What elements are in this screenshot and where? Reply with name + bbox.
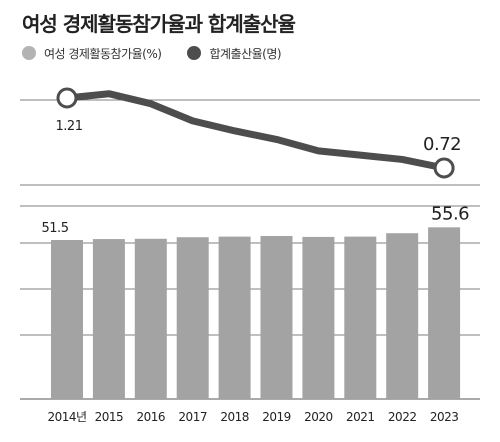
bar-participation (134, 238, 167, 399)
chart-title: 여성 경제활동참가율과 합계출산율 (22, 12, 296, 36)
bar-participation (51, 240, 83, 399)
bar-participation (344, 236, 377, 399)
bar-value-label: 55.6 (431, 203, 469, 224)
x-tick-label: 2015 (95, 410, 124, 424)
x-tick-label: 2019 (262, 410, 291, 424)
legend-label-participation: 여성 경제활동참가율(%) (44, 46, 162, 61)
x-tick-label: 2017 (178, 410, 207, 424)
line-point-marker (433, 157, 455, 179)
bar-participation (260, 235, 293, 399)
bar-participation (218, 236, 251, 399)
line-value-label: 0.72 (423, 134, 461, 155)
bar-participation (176, 237, 209, 399)
x-tick-label: 2016 (137, 410, 166, 424)
legend-label-fertility: 합계출산율(명) (209, 46, 282, 61)
line-fertility (63, 90, 448, 172)
legend-item-fertility: 합계출산율(명) (187, 45, 282, 62)
legend-swatch-participation (22, 46, 36, 60)
legend-item-participation: 여성 경제활동참가율(%) (22, 45, 162, 62)
x-tick-label: 2020 (304, 410, 333, 424)
bar-value-label: 51.5 (42, 221, 69, 236)
x-tick-label: 2018 (220, 410, 249, 424)
bar-participation (386, 233, 419, 399)
legend: 여성 경제활동참가율(%) 합계출산율(명) (22, 44, 307, 62)
line-point-marker (56, 87, 78, 109)
x-tick-label: 2014년 (47, 410, 86, 424)
x-tick-label: 2022 (388, 410, 417, 424)
bar-participation (92, 239, 125, 399)
line-value-label: 1.21 (56, 119, 83, 134)
legend-swatch-fertility (187, 46, 202, 60)
bar-participation (428, 227, 461, 399)
x-tick-label: 2021 (346, 410, 375, 424)
x-tick-label: 2023 (430, 410, 459, 424)
bar-participation (302, 236, 335, 399)
